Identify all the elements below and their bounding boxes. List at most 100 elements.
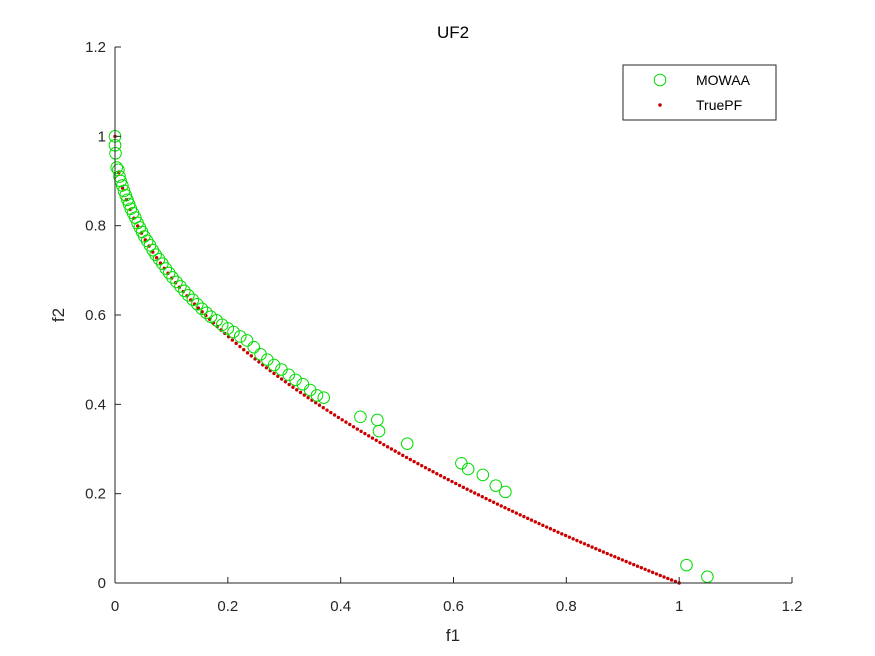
mowaa-point bbox=[109, 147, 122, 160]
truepf-point bbox=[666, 576, 670, 581]
truepf-point bbox=[431, 470, 435, 474]
truepf-point bbox=[359, 429, 363, 434]
truepf-point bbox=[291, 385, 295, 389]
truepf-point bbox=[537, 521, 541, 526]
truepf-point bbox=[408, 457, 413, 462]
truepf-point bbox=[120, 186, 125, 190]
truepf-point bbox=[647, 569, 651, 573]
legend: MOWAA TruePF bbox=[622, 64, 777, 121]
mowaa-point bbox=[195, 302, 209, 316]
x-tick-label: 0.4 bbox=[330, 598, 351, 615]
mowaa-point bbox=[113, 170, 126, 183]
mowaa-point bbox=[186, 293, 200, 307]
truepf-point bbox=[317, 403, 322, 407]
truepf-point bbox=[276, 374, 280, 378]
truepf-point bbox=[325, 408, 329, 412]
mowaa-point bbox=[170, 275, 183, 289]
mowaa-point bbox=[282, 368, 296, 382]
legend-mowaa-marker bbox=[653, 73, 667, 87]
truepf-point bbox=[597, 548, 602, 553]
legend-truepf-label: TruePF bbox=[696, 97, 742, 113]
truepf-point bbox=[154, 255, 159, 260]
truepf-point bbox=[427, 468, 431, 472]
truepf-point bbox=[442, 475, 447, 480]
legend-box bbox=[622, 64, 777, 121]
truepf-point bbox=[594, 547, 598, 551]
truepf-point bbox=[355, 427, 360, 431]
truepf-point bbox=[605, 551, 609, 556]
truepf-point bbox=[306, 395, 310, 400]
mowaa-point bbox=[289, 373, 302, 387]
mowaa-point bbox=[240, 334, 254, 347]
truepf-point bbox=[673, 579, 678, 584]
truepf-point bbox=[495, 502, 500, 506]
plot-area bbox=[108, 130, 714, 585]
truepf-point bbox=[662, 575, 666, 579]
truepf-point bbox=[344, 420, 348, 424]
truepf-point bbox=[238, 344, 242, 349]
truepf-point bbox=[158, 261, 163, 265]
truepf-point bbox=[264, 366, 269, 370]
mowaa-point bbox=[267, 358, 281, 372]
y-tick-label: 0.2 bbox=[85, 486, 106, 503]
truepf-point bbox=[529, 518, 534, 522]
truepf-point bbox=[601, 550, 606, 554]
truepf-point bbox=[514, 511, 519, 515]
x-tick-label: 1 bbox=[675, 598, 683, 615]
x-axis-label: f1 bbox=[446, 626, 460, 645]
truepf-point bbox=[507, 507, 511, 512]
truepf-point bbox=[639, 566, 644, 570]
truepf-point bbox=[552, 528, 556, 533]
truepf-point bbox=[257, 360, 261, 364]
mowaa-point bbox=[372, 424, 386, 438]
mowaa-point bbox=[178, 284, 191, 298]
truepf-point bbox=[510, 509, 515, 513]
chart-title: UF2 bbox=[437, 23, 469, 42]
truepf-point bbox=[385, 445, 390, 449]
truepf-point bbox=[488, 498, 492, 503]
mowaa-point bbox=[310, 389, 324, 402]
truepf-point bbox=[298, 390, 303, 395]
truepf-point bbox=[423, 465, 428, 470]
truepf-point bbox=[382, 442, 386, 447]
truepf-point bbox=[272, 371, 276, 376]
truepf-point bbox=[560, 532, 564, 536]
truepf-point bbox=[613, 555, 617, 559]
mowaa-point bbox=[191, 297, 204, 311]
truepf-point bbox=[378, 440, 382, 445]
truepf-point bbox=[363, 431, 367, 436]
truepf-point bbox=[503, 506, 507, 510]
mowaa-point bbox=[233, 330, 247, 343]
x-tick-label: 0.2 bbox=[217, 598, 238, 615]
y-tick-label: 1 bbox=[98, 128, 106, 145]
y-tick-label: 0 bbox=[98, 575, 106, 592]
y-tick-label: 1.2 bbox=[85, 39, 106, 56]
truepf-point bbox=[609, 553, 613, 557]
mowaa-point bbox=[499, 485, 512, 499]
y-tick-label: 0.8 bbox=[85, 218, 106, 235]
legend-truepf-marker bbox=[658, 103, 662, 107]
truepf-point bbox=[541, 523, 545, 528]
truepf-point bbox=[544, 525, 549, 529]
mowaa-point bbox=[166, 271, 179, 284]
mowaa-point bbox=[116, 179, 129, 192]
mowaa-series bbox=[108, 130, 714, 584]
truepf-point bbox=[438, 473, 443, 478]
truepf-point bbox=[454, 481, 458, 486]
truepf-point bbox=[196, 306, 200, 310]
truepf-point bbox=[465, 487, 469, 491]
mowaa-point bbox=[152, 252, 166, 266]
truepf-point bbox=[332, 413, 337, 417]
truepf-point bbox=[461, 485, 466, 490]
truepf-point bbox=[457, 483, 462, 488]
truepf-point bbox=[446, 477, 450, 482]
mowaa-point bbox=[354, 410, 367, 424]
mowaa-point bbox=[317, 391, 331, 404]
truepf-point bbox=[283, 380, 288, 384]
mowaa-point bbox=[182, 289, 195, 302]
mowaa-point bbox=[461, 462, 475, 476]
x-tick-label: 1.2 bbox=[782, 598, 803, 615]
truepf-point bbox=[499, 504, 503, 508]
truepf-point bbox=[412, 459, 416, 464]
